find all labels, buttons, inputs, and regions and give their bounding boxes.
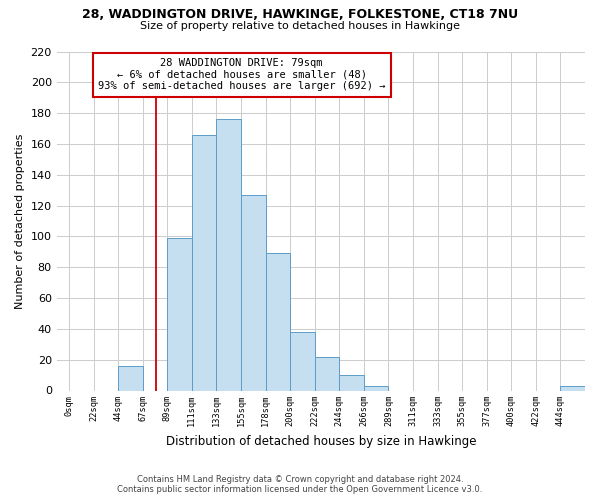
Text: Contains HM Land Registry data © Crown copyright and database right 2024.
Contai: Contains HM Land Registry data © Crown c… — [118, 474, 482, 494]
Bar — [266, 254, 290, 390]
Bar — [339, 375, 364, 390]
Bar — [118, 366, 143, 390]
Bar — [314, 356, 339, 390]
Bar — [167, 238, 192, 390]
Y-axis label: Number of detached properties: Number of detached properties — [15, 134, 25, 308]
Bar — [217, 120, 241, 390]
Bar — [241, 195, 266, 390]
Bar — [290, 332, 314, 390]
Text: Size of property relative to detached houses in Hawkinge: Size of property relative to detached ho… — [140, 21, 460, 31]
Bar — [560, 386, 585, 390]
Bar — [364, 386, 388, 390]
Bar — [192, 134, 217, 390]
X-axis label: Distribution of detached houses by size in Hawkinge: Distribution of detached houses by size … — [166, 434, 476, 448]
Text: 28 WADDINGTON DRIVE: 79sqm
← 6% of detached houses are smaller (48)
93% of semi-: 28 WADDINGTON DRIVE: 79sqm ← 6% of detac… — [98, 58, 385, 92]
Text: 28, WADDINGTON DRIVE, HAWKINGE, FOLKESTONE, CT18 7NU: 28, WADDINGTON DRIVE, HAWKINGE, FOLKESTO… — [82, 8, 518, 20]
